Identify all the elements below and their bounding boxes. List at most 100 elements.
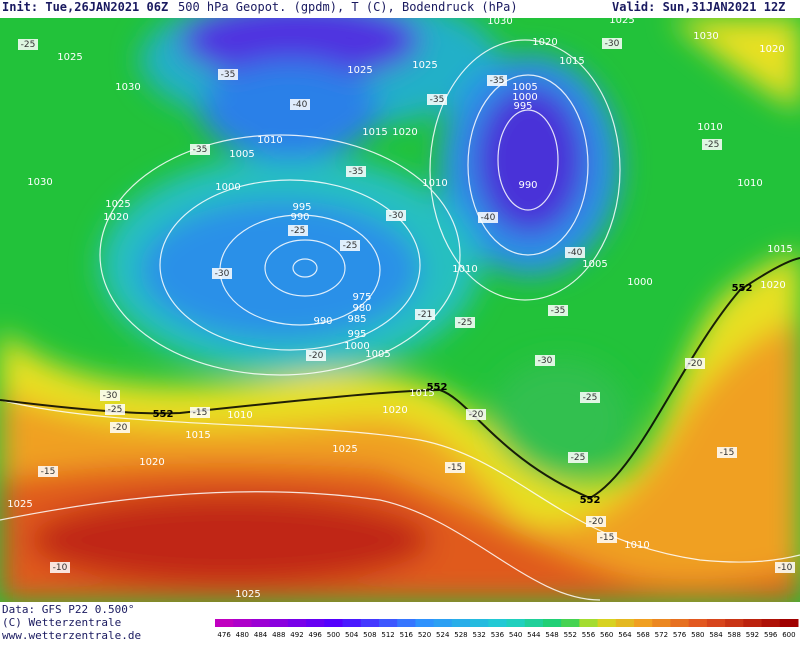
data-source: Data: GFS P22 0.500° <box>2 603 134 616</box>
isobar-label: 1000 <box>215 182 240 193</box>
isobar-label: 1030 <box>115 82 140 93</box>
colorbar-tick-label: 476 <box>217 631 231 639</box>
temperature-box <box>702 139 722 150</box>
isobar-label: 1005 <box>582 259 607 270</box>
colorbar-tick-label: 592 <box>746 631 759 639</box>
colorbar-swatch <box>579 619 599 627</box>
temperature-box <box>597 532 617 543</box>
temperature-box <box>212 268 232 279</box>
isobar-label: 995 <box>347 329 366 340</box>
colorbar-swatch <box>634 619 653 627</box>
temperature-label: -30 <box>605 39 620 49</box>
map <box>0 18 800 602</box>
colorbar-swatch <box>451 619 471 627</box>
colorbar-swatch <box>433 619 453 627</box>
temperature-box <box>306 350 326 361</box>
colorbar-tick-label: 528 <box>454 631 467 639</box>
temperature-label: -20 <box>309 351 324 361</box>
temperature-box <box>445 462 465 473</box>
isobar-label: 1025 <box>105 199 130 210</box>
temperature-box <box>386 210 406 221</box>
isobar-label: 1005 <box>365 349 390 360</box>
temperature-label: -30 <box>538 356 553 366</box>
isobar-label: 1015 <box>559 56 584 67</box>
isobar-label: 995 <box>292 202 311 213</box>
temperature-box <box>602 38 622 49</box>
temperature-box <box>218 69 238 80</box>
temperature-box <box>346 166 366 177</box>
colorbar-swatch <box>397 619 416 627</box>
temperature-box <box>105 404 125 415</box>
colorbar-swatch <box>342 619 362 627</box>
isobar-label: 1010 <box>737 178 762 189</box>
temperature-box <box>110 422 130 433</box>
temperature-box <box>455 317 475 328</box>
colorbar-tick-label: 596 <box>764 631 778 639</box>
isobar-label: 1025 <box>347 65 372 76</box>
isobar-label: 1010 <box>422 178 447 189</box>
colorbar-swatch <box>378 619 398 627</box>
valid-label: Valid: Sun,31JAN2021 12Z <box>612 0 785 14</box>
temperature-label: -35 <box>349 167 364 177</box>
temperature-box <box>580 392 600 403</box>
isobar-label: 1015 <box>185 430 210 441</box>
colorbar-tick-label: 536 <box>491 631 505 639</box>
isobar-label: 1010 <box>227 410 252 421</box>
colorbar-swatch <box>743 619 763 627</box>
colorbar-swatch <box>287 619 307 627</box>
colorbar-swatch <box>506 619 526 627</box>
isobar-label: 1020 <box>139 457 164 468</box>
isobar-label: 1000 <box>512 92 537 103</box>
temperature-box <box>18 39 38 50</box>
temperature-box <box>548 305 568 316</box>
isobar-label: 1015 <box>409 388 434 399</box>
temperature-label: -15 <box>41 467 56 477</box>
colorbar-tick-label: 512 <box>381 631 394 639</box>
temperature-label: -35 <box>221 70 236 80</box>
colorbar-swatch <box>215 619 234 627</box>
colorbar-swatch <box>470 619 489 627</box>
colorbar-tick-label: 484 <box>254 631 268 639</box>
temperature-label: -15 <box>600 533 615 543</box>
temperature-label: -35 <box>490 76 505 86</box>
colorbar-tick-label: 516 <box>400 631 414 639</box>
isobar-label: 1025 <box>412 60 437 71</box>
temperature-box <box>565 247 585 258</box>
colorbar-swatch <box>324 619 344 627</box>
temperature-box <box>478 212 498 223</box>
isobar-label: 1025 <box>7 499 32 510</box>
colorbar-tick-label: 600 <box>782 631 795 639</box>
colorbar-tick-label: 496 <box>309 631 323 639</box>
colorbar: 476 480 484 488 492 496 500 504 508 512 516 520 524 5… <box>215 619 799 639</box>
isobar-label: 1025 <box>235 589 260 600</box>
temperature-box <box>685 358 705 369</box>
isobar-label: 1030 <box>27 177 52 188</box>
colorbar-tick-label: 552 <box>564 631 577 639</box>
temperature-label: -10 <box>53 563 68 573</box>
temperature-box <box>487 75 507 86</box>
colorbar-tick-label: 504 <box>345 631 359 639</box>
temperature-label: -15 <box>720 448 735 458</box>
colorbar-tick-label: 520 <box>418 631 431 639</box>
colorbar-swatch <box>761 619 781 627</box>
temperature-label: -20 <box>113 423 128 433</box>
temperature-box <box>466 409 486 420</box>
colorbar-tick-label: 564 <box>618 631 632 639</box>
temperature-label: -25 <box>21 40 36 50</box>
temperature-label: -25 <box>571 453 586 463</box>
temperature-label: -15 <box>448 463 463 473</box>
colorbar-tick-label: 500 <box>327 631 340 639</box>
website[interactable]: www.wetterzentrale.de <box>2 629 141 642</box>
temperature-box <box>190 144 210 155</box>
colorbar-swatch <box>233 619 252 627</box>
temperature-label: -25 <box>343 241 358 251</box>
temperature-box <box>340 240 360 251</box>
temperature-box <box>38 466 58 477</box>
isobar-label: 1030 <box>693 31 718 42</box>
colorbar-swatch <box>615 619 635 627</box>
temperature-box <box>427 94 447 105</box>
copyright: (C) Wetterzentrale <box>2 616 121 629</box>
colorbar-swatch <box>670 619 690 627</box>
colorbar-tick-label: 568 <box>636 631 649 639</box>
isobar-label: 990 <box>313 316 332 327</box>
